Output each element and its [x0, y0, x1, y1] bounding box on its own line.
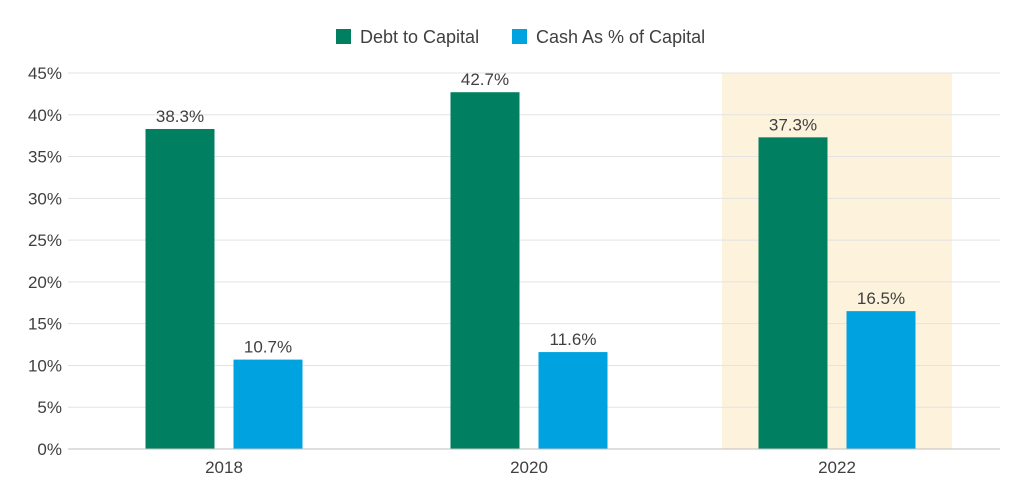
y-tick-label: 15%: [28, 315, 62, 334]
y-tick-label: 35%: [28, 148, 62, 167]
legend-swatch-debt-to-capital: [336, 29, 351, 44]
data-label-cash-as-pct-of-capital-2018: 10.7%: [244, 338, 292, 357]
legend: Debt to Capital Cash As % of Capital: [336, 27, 705, 47]
highlight-band-2022: [722, 73, 952, 449]
data-label-debt-to-capital-2018: 38.3%: [156, 107, 204, 126]
bar-cash-as-pct-of-capital-2020: [538, 352, 608, 449]
y-tick-label: 20%: [28, 273, 62, 292]
x-tick-label-2018: 2018: [205, 458, 243, 477]
grid-layer: [68, 72, 1000, 408]
data-label-debt-to-capital-2020: 42.7%: [461, 70, 509, 89]
bar-debt-to-capital-2020: [450, 92, 520, 450]
data-label-cash-as-pct-of-capital-2022: 16.5%: [857, 289, 905, 308]
bar-cash-as-pct-of-capital-2022: [846, 311, 916, 449]
axis-layer: 0% 5% 10% 15% 20% 25% 30% 35% 40% 45% 2018 2020 2022: [28, 64, 1000, 477]
y-tick-label: 25%: [28, 231, 62, 250]
y-tick-label: 0%: [37, 440, 62, 459]
bar-debt-to-capital-2022: [758, 137, 828, 450]
legend-label-cash-as-pct-of-capital: Cash As % of Capital: [536, 27, 705, 47]
y-tick-label: 40%: [28, 106, 62, 125]
label-layer: 38.3% 10.7% 42.7% 11.6% 37.3% 16.5%: [156, 70, 905, 356]
y-tick-label: 45%: [28, 64, 62, 83]
y-tick-label: 5%: [37, 398, 62, 417]
y-tick-label: 30%: [28, 189, 62, 208]
highlight-layer: [722, 73, 952, 449]
data-label-cash-as-pct-of-capital-2020: 11.6%: [550, 330, 597, 349]
bar-layer: [145, 92, 916, 450]
y-tick-label: 10%: [28, 356, 62, 375]
x-tick-label-2020: 2020: [510, 458, 548, 477]
data-label-debt-to-capital-2022: 37.3%: [769, 115, 817, 134]
bar-debt-to-capital-2018: [145, 128, 215, 449]
bar-cash-as-pct-of-capital-2018: [233, 359, 303, 449]
x-tick-label-2022: 2022: [818, 458, 856, 477]
legend-swatch-cash-as-pct-of-capital: [512, 29, 527, 44]
legend-label-debt-to-capital: Debt to Capital: [360, 27, 479, 47]
